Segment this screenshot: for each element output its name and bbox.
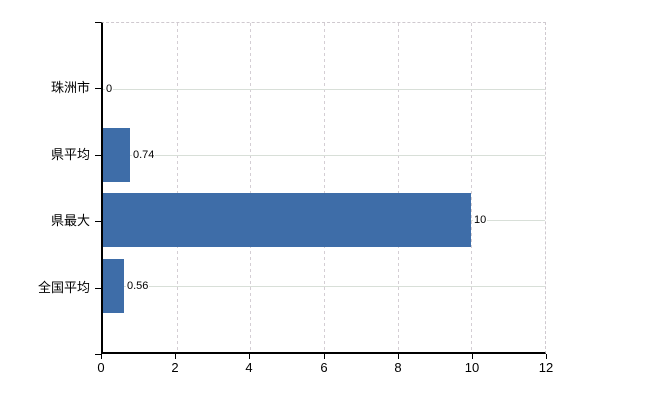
x-tick-label: 0 — [97, 360, 105, 375]
bar-value-label: 0.74 — [132, 148, 156, 162]
bar-value-label: 0 — [105, 82, 114, 96]
plot-area: 0 0.74 10 0.56 — [101, 22, 546, 354]
x-axis-tick — [546, 354, 547, 359]
x-tick-label: 10 — [464, 360, 480, 375]
category-label: 全国平均 — [37, 280, 90, 295]
gridline-vertical — [177, 23, 178, 352]
gridline-horizontal — [103, 89, 545, 90]
bar-2 — [103, 128, 130, 182]
y-axis-tick — [95, 22, 101, 23]
gridline-vertical — [324, 23, 325, 352]
bar-value-label: 10 — [473, 213, 488, 227]
x-axis-tick — [398, 354, 399, 359]
gridline-vertical — [398, 23, 399, 352]
category-label: 県最大 — [50, 213, 90, 228]
x-tick-label: 12 — [538, 360, 554, 375]
y-axis-tick — [95, 88, 101, 89]
bar-4 — [103, 259, 124, 313]
gridline-horizontal — [103, 286, 545, 287]
x-axis-tick — [324, 354, 325, 359]
gridline-vertical — [250, 23, 251, 352]
x-axis-tick — [249, 354, 250, 359]
gridline-vertical — [471, 23, 472, 352]
category-label: 珠洲市 — [50, 80, 90, 95]
y-axis-tick — [95, 288, 101, 289]
x-tick-label: 2 — [171, 360, 179, 375]
x-axis-tick — [472, 354, 473, 359]
category-label: 県平均 — [50, 147, 90, 162]
x-tick-label: 6 — [320, 360, 328, 375]
x-tick-label: 4 — [245, 360, 253, 375]
gridline-horizontal — [103, 155, 545, 156]
bar-3 — [103, 193, 471, 247]
x-axis-tick — [101, 354, 102, 359]
x-axis-tick — [175, 354, 176, 359]
bar-value-label: 0.56 — [126, 279, 150, 293]
y-axis-tick — [95, 221, 101, 222]
x-tick-label: 8 — [394, 360, 402, 375]
y-axis-tick — [95, 155, 101, 156]
y-axis-tick — [95, 354, 101, 355]
